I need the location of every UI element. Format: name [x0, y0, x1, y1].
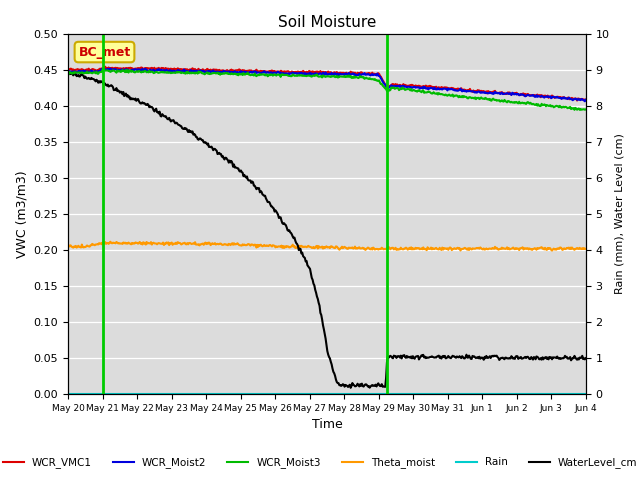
Y-axis label: VWC (m3/m3): VWC (m3/m3) [15, 170, 28, 258]
Legend: WCR_VMC1, WCR_Moist2, WCR_Moist3, Theta_moist, Rain, WaterLevel_cm: WCR_VMC1, WCR_Moist2, WCR_Moist3, Theta_… [0, 453, 640, 472]
X-axis label: Time: Time [312, 419, 342, 432]
Text: BC_met: BC_met [78, 46, 131, 59]
Y-axis label: Rain (mm), Water Level (cm): Rain (mm), Water Level (cm) [615, 133, 625, 294]
Title: Soil Moisture: Soil Moisture [278, 15, 376, 30]
